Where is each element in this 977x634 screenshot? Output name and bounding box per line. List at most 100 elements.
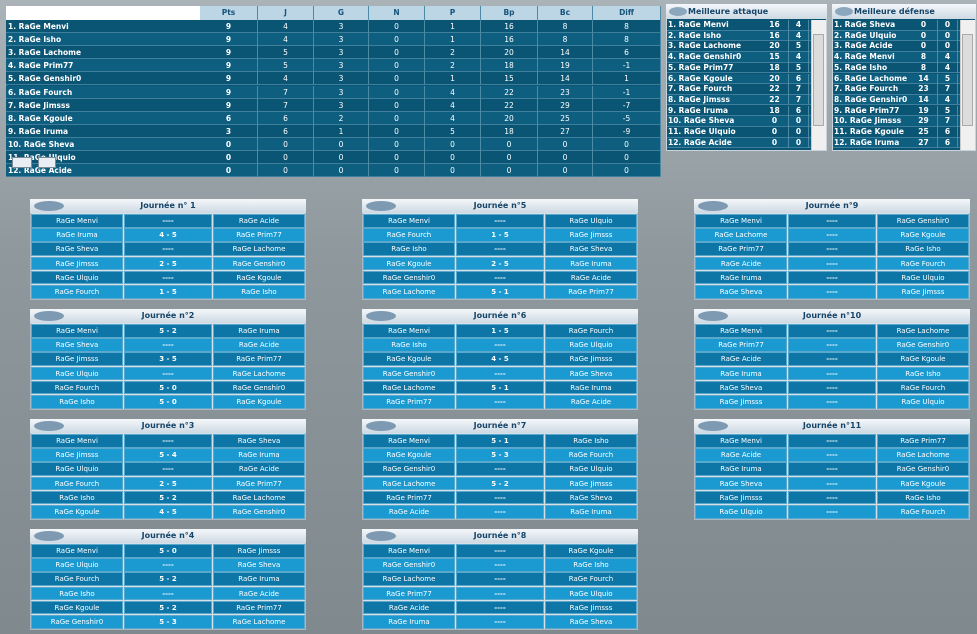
panel-row bbox=[833, 84, 960, 95]
stat-cell: 3 bbox=[314, 72, 369, 86]
stat-cell: 5 bbox=[425, 124, 481, 138]
score: ---- bbox=[456, 395, 544, 409]
away-team: RaGe Kgoule bbox=[877, 476, 969, 491]
standings-row bbox=[6, 20, 661, 33]
stat-cell: 4 bbox=[425, 111, 481, 125]
home-team: RaGe Genshir0 bbox=[363, 558, 455, 572]
stat-cell: 15 bbox=[481, 72, 538, 86]
home-team: RaGe Prim77 bbox=[363, 490, 455, 505]
score: ---- bbox=[124, 214, 212, 228]
standings-row bbox=[6, 151, 661, 164]
score: ---- bbox=[456, 600, 544, 615]
stat-cell: 25 bbox=[538, 111, 593, 125]
score: ---- bbox=[456, 366, 544, 381]
stat-cell: 0 bbox=[369, 137, 425, 151]
team-name: 12. RaGe Iruma bbox=[834, 137, 900, 147]
home-team: RaGe Menvi bbox=[363, 434, 455, 448]
stat-cell: 0 bbox=[314, 151, 369, 164]
score: ---- bbox=[788, 434, 876, 448]
home-team: RaGe Iruma bbox=[695, 366, 787, 381]
away-team: RaGe Sheva bbox=[213, 558, 305, 572]
goals: 29 bbox=[910, 116, 938, 127]
standings-row bbox=[6, 72, 661, 86]
stat-cell: 2 bbox=[425, 46, 481, 60]
score: 1 - 5 bbox=[456, 324, 544, 338]
column-header: Bc bbox=[538, 6, 593, 20]
home-team: RaGe Sheva bbox=[31, 338, 123, 352]
away-team: RaGe Acide bbox=[213, 462, 305, 476]
away-team: RaGe Iruma bbox=[545, 505, 637, 519]
home-team: RaGe Kgoule bbox=[363, 352, 455, 366]
score: ---- bbox=[456, 214, 544, 228]
away-team: RaGe Lachome bbox=[213, 615, 305, 629]
away-team: RaGe Prim77 bbox=[213, 228, 305, 242]
score: ---- bbox=[788, 352, 876, 366]
team-name: 3. RaGe Lachome bbox=[668, 41, 742, 51]
score: 4 - 5 bbox=[124, 505, 212, 519]
home-team: RaGe Jimsss bbox=[31, 256, 123, 271]
home-team: RaGe Menvi bbox=[31, 324, 123, 338]
stat-cell: 0 bbox=[369, 46, 425, 60]
games: 6 bbox=[789, 73, 809, 84]
scroll-thumb[interactable] bbox=[813, 34, 824, 126]
home-team: RaGe Sheva bbox=[695, 476, 787, 491]
games: 5 bbox=[938, 105, 958, 117]
goals: 8 bbox=[910, 62, 938, 74]
goals: 14 bbox=[910, 94, 938, 106]
column-header: J bbox=[258, 6, 314, 20]
goals: 0 bbox=[910, 30, 938, 42]
column-header: Bp bbox=[481, 6, 538, 20]
standings-row bbox=[6, 164, 661, 178]
expand-icon[interactable] bbox=[12, 157, 32, 168]
games: 0 bbox=[789, 116, 809, 127]
standings-row bbox=[6, 59, 661, 73]
stat-cell: 0 bbox=[369, 111, 425, 125]
team-name: 8. RaGe Genshir0 bbox=[834, 94, 908, 104]
team-name: 5. RaGe Genshir0 bbox=[8, 74, 82, 84]
score: ---- bbox=[788, 270, 876, 285]
home-team: RaGe Menvi bbox=[363, 324, 455, 338]
team-name: 6. RaGe Lachome bbox=[834, 73, 908, 83]
score: ---- bbox=[124, 434, 212, 448]
away-team: RaGe Kgoule bbox=[545, 544, 637, 558]
scroll-thumb[interactable] bbox=[962, 34, 973, 126]
panel-row bbox=[667, 94, 811, 106]
home-team: RaGe Menvi bbox=[695, 214, 787, 228]
standings-row bbox=[6, 33, 661, 47]
home-team: RaGe Sheva bbox=[695, 380, 787, 395]
home-team: RaGe Iruma bbox=[363, 615, 455, 629]
away-team: RaGe Lachome bbox=[877, 448, 969, 462]
team-name: 2. RaGe Isho bbox=[8, 35, 62, 45]
stat-cell: 0 bbox=[314, 137, 369, 151]
goals: 18 bbox=[761, 105, 789, 117]
away-team: RaGe Jimsss bbox=[545, 600, 637, 615]
games: 7 bbox=[938, 116, 958, 127]
goals: 14 bbox=[910, 73, 938, 84]
score: 4 - 5 bbox=[456, 352, 544, 366]
stat-cell: 0 bbox=[481, 164, 538, 178]
team-name: 11. RaGe Ulquio bbox=[668, 127, 736, 136]
score: ---- bbox=[456, 505, 544, 519]
stat-cell: 0 bbox=[200, 151, 258, 164]
team-name: 2. RaGe Ulquio bbox=[834, 30, 897, 40]
games: 5 bbox=[789, 41, 809, 52]
score: ---- bbox=[124, 242, 212, 256]
score: ---- bbox=[788, 256, 876, 271]
score: ---- bbox=[124, 558, 212, 572]
away-team: RaGe Prim77 bbox=[545, 285, 637, 299]
stat-cell: 0 bbox=[369, 72, 425, 86]
score: 2 - 5 bbox=[456, 256, 544, 271]
round-logo bbox=[366, 531, 396, 541]
away-team: RaGe Isho bbox=[877, 366, 969, 381]
score: 5 - 2 bbox=[124, 490, 212, 505]
home-team: RaGe Isho bbox=[31, 490, 123, 505]
print-icon[interactable] bbox=[38, 157, 56, 168]
score: ---- bbox=[788, 366, 876, 381]
team-name: 8. RaGe Kgoule bbox=[8, 113, 73, 123]
stat-cell: 0 bbox=[369, 151, 425, 164]
score: ---- bbox=[788, 448, 876, 462]
round-title: Journée n° 1 bbox=[30, 199, 306, 213]
goals: 23 bbox=[910, 84, 938, 95]
stat-cell: 0 bbox=[369, 59, 425, 73]
